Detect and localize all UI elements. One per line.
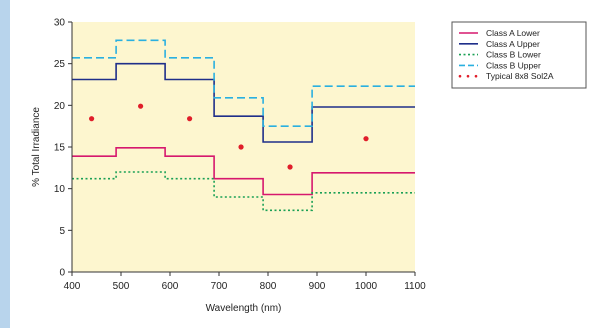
legend-label-class-a-lower: Class A Lower bbox=[486, 28, 540, 38]
x-tick-label: 1100 bbox=[404, 281, 426, 292]
legend-label-typical-8x8-sol2a: Typical 8x8 Sol2A bbox=[486, 71, 554, 81]
class-b-upper-line bbox=[72, 39, 415, 127]
y-tick-label: 20 bbox=[54, 101, 66, 112]
y-axis-title: % Total Irradiance bbox=[31, 107, 42, 187]
legend-swatch-typical-8x8-sol2a bbox=[458, 74, 462, 78]
x-tick-label: 700 bbox=[211, 281, 228, 292]
x-tick-label: 1000 bbox=[355, 281, 378, 292]
typical-8x8-sol2a-point bbox=[287, 164, 293, 170]
typical-8x8-sol2a-point bbox=[187, 116, 193, 122]
x-tick-label: 500 bbox=[113, 281, 130, 292]
axes-layer: 0 5 10 15 20 25 30 400 500 600 700 800 900 1000 1100 bbox=[54, 18, 426, 293]
legend-label-class-a-upper: Class A Upper bbox=[486, 39, 540, 49]
y-tick-label: 15 bbox=[54, 143, 66, 154]
y-tick-label: 10 bbox=[54, 184, 66, 195]
y-tick-label: 25 bbox=[54, 59, 66, 70]
x-tick-label: 800 bbox=[260, 281, 277, 292]
x-tick-label: 600 bbox=[162, 281, 179, 292]
legend-label-class-b-upper: Class B Upper bbox=[486, 60, 541, 70]
series-layer bbox=[72, 39, 415, 212]
class-a-lower-line bbox=[72, 147, 415, 196]
x-tick-label: 900 bbox=[309, 281, 326, 292]
typical-8x8-sol2a-point bbox=[238, 144, 244, 150]
x-tick-label: 400 bbox=[64, 281, 81, 292]
legend-swatch-typical-8x8-sol2a bbox=[474, 74, 478, 78]
x-axis-title: Wavelength (nm) bbox=[206, 303, 282, 314]
legend-swatch-typical-8x8-sol2a bbox=[466, 74, 470, 78]
y-tick-label: 0 bbox=[59, 268, 65, 279]
y-tick-label: 5 bbox=[59, 226, 65, 237]
legend-label-class-b-lower: Class B Lower bbox=[486, 50, 541, 60]
left-accent-strip bbox=[0, 0, 10, 328]
typical-8x8-sol2a-point bbox=[89, 116, 95, 122]
class-b-lower-line bbox=[72, 171, 415, 212]
y-tick-label: 30 bbox=[54, 18, 66, 29]
typical-8x8-sol2a-point bbox=[363, 136, 369, 142]
typical-8x8-sol2a-point bbox=[138, 103, 144, 109]
